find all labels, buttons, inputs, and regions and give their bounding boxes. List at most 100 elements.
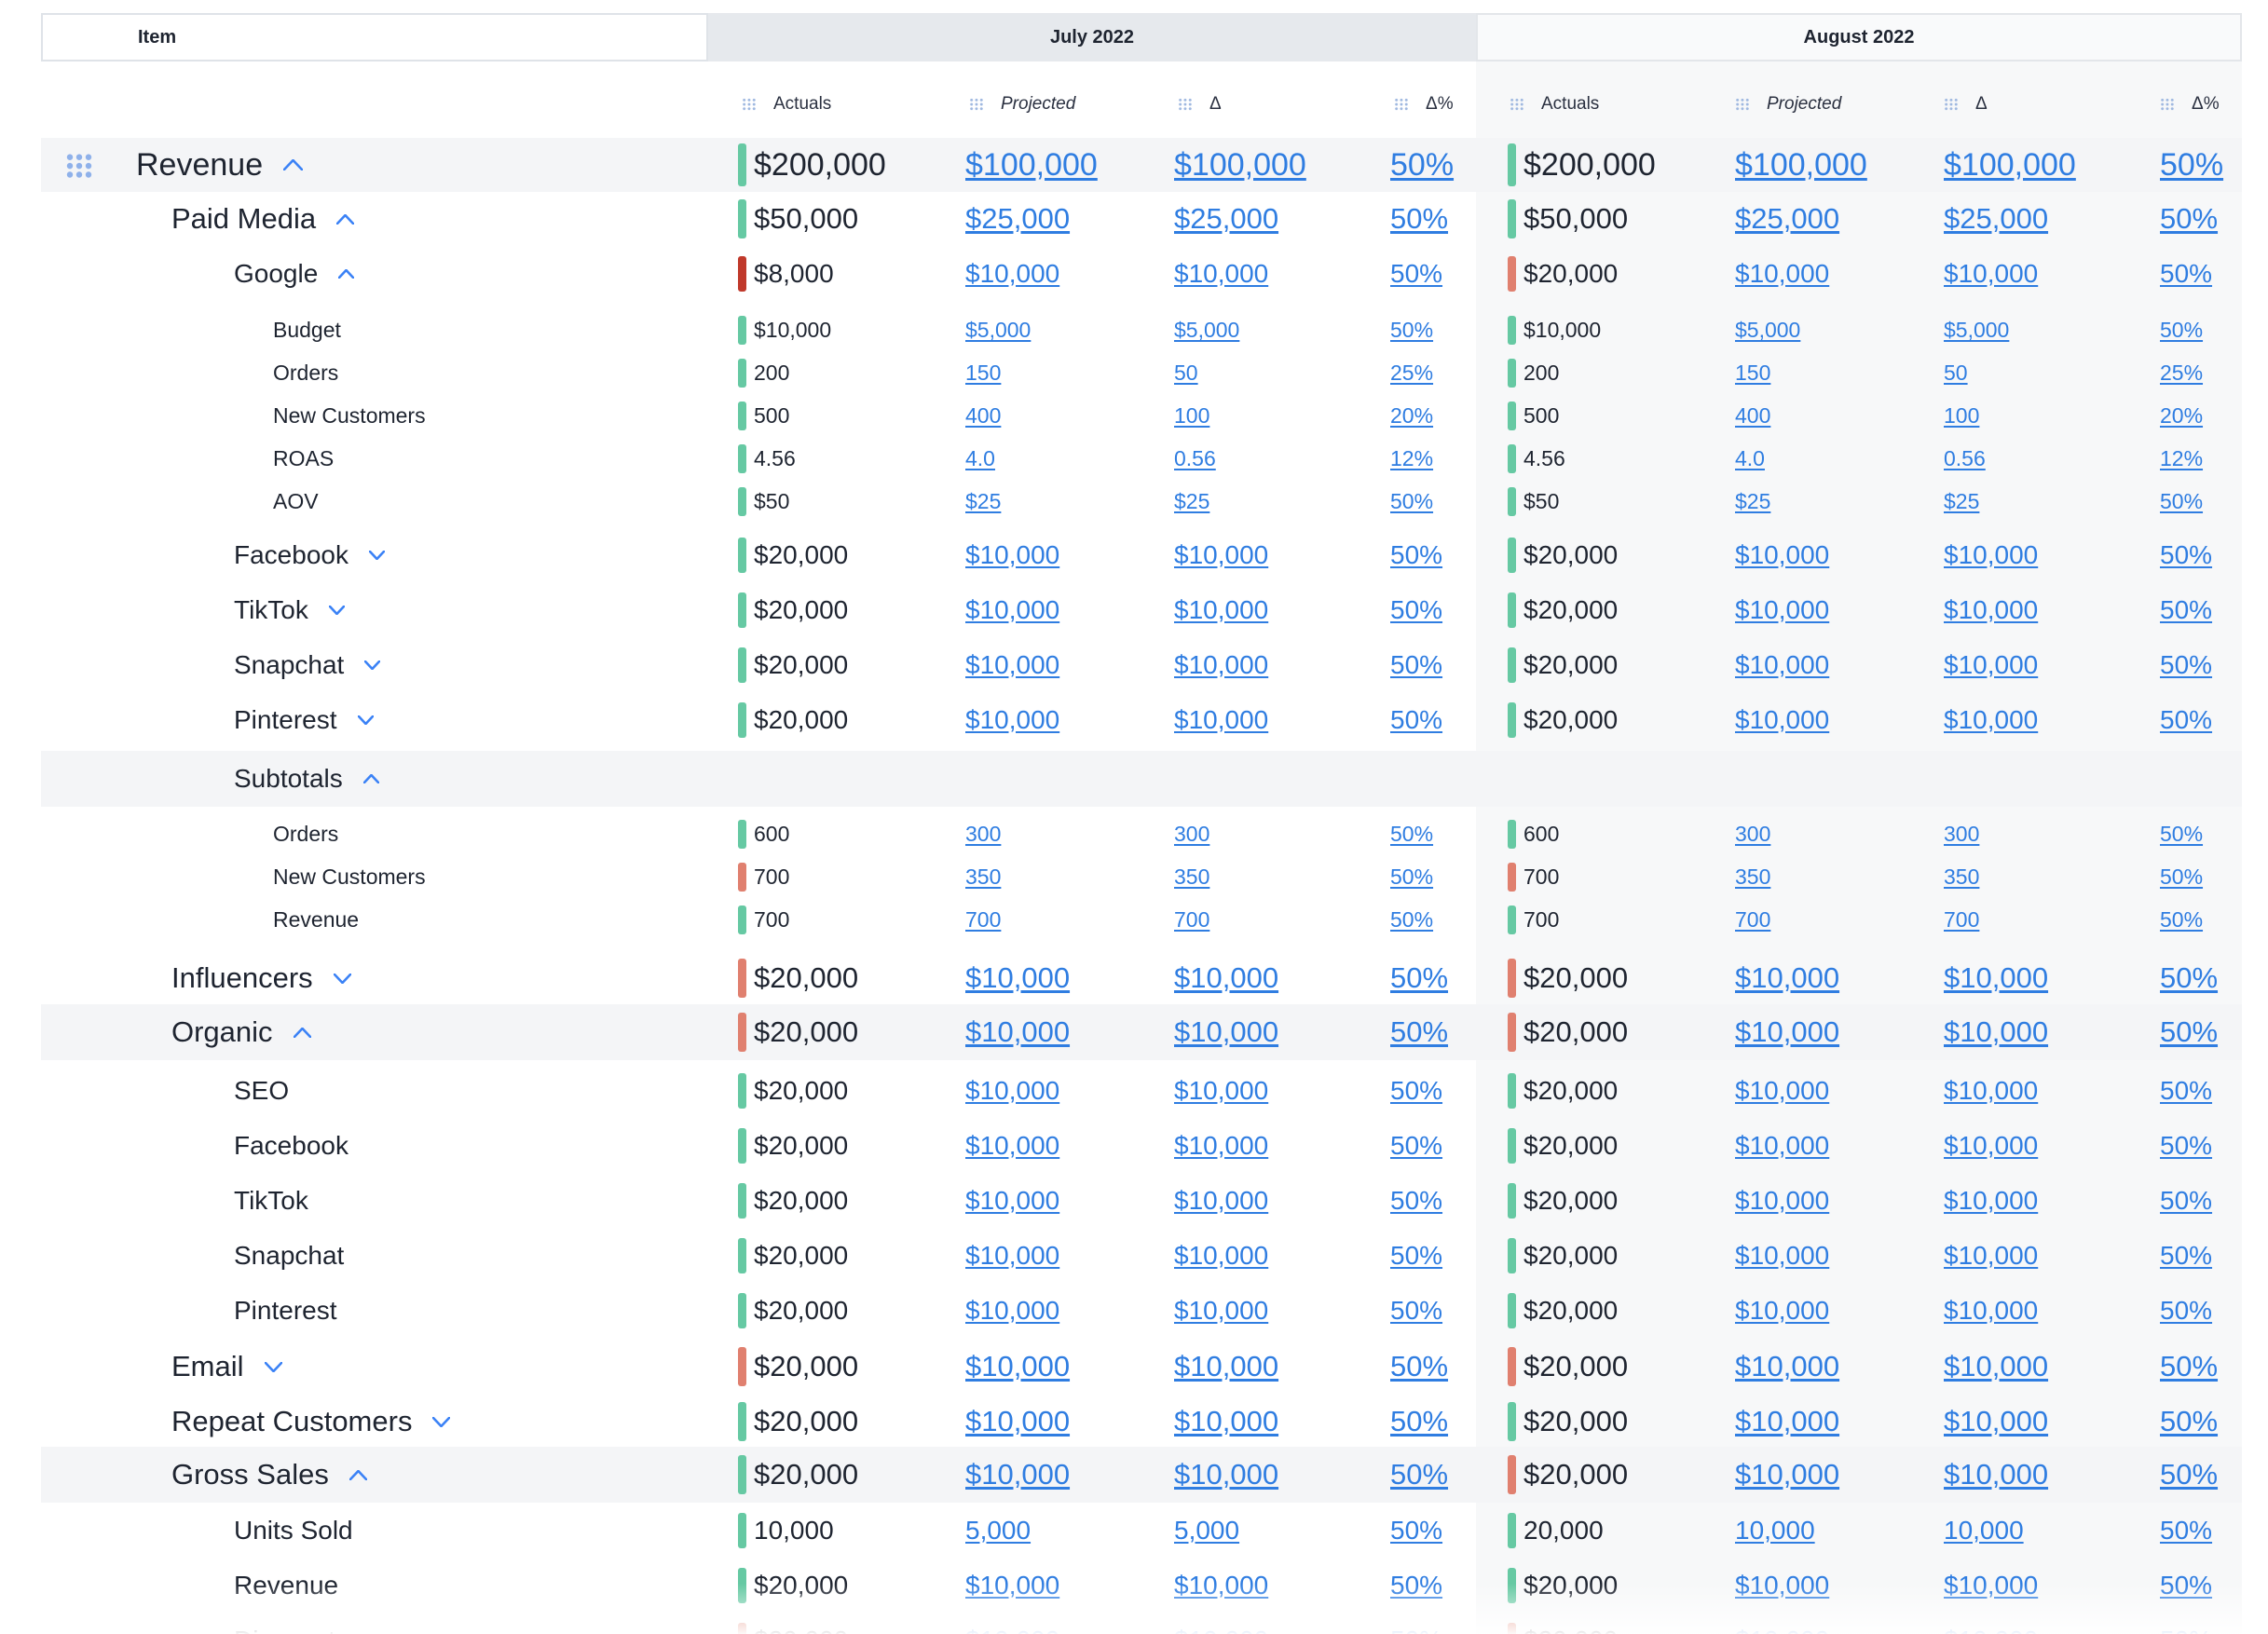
delta-link[interactable]: $10,000 <box>1944 595 2039 624</box>
delta-link[interactable]: 300 <box>1944 821 1980 846</box>
chevron-down-icon[interactable] <box>368 551 385 560</box>
row-label[interactable]: Organic <box>171 1004 311 1060</box>
delta-link[interactable]: $10,000 <box>1174 1458 1279 1491</box>
delta-link[interactable]: $10,000 <box>1944 705 2039 734</box>
delta-link[interactable]: $10,000 <box>1944 650 2039 679</box>
projected-link[interactable]: 4.0 <box>1735 445 1765 470</box>
month-header-august[interactable]: August 2022 <box>1476 13 2242 61</box>
delta-pct-link[interactable]: 50% <box>1390 595 1443 624</box>
delta-link[interactable]: $10,000 <box>1944 1458 2049 1491</box>
delta-link[interactable]: $10,000 <box>1174 540 1269 569</box>
month-header-july[interactable]: July 2022 <box>708 13 1476 61</box>
projected-link[interactable]: 350 <box>1735 864 1771 889</box>
delta-pct-link[interactable]: 20% <box>1390 402 1434 428</box>
projected-link[interactable]: $10,000 <box>965 961 1071 994</box>
delta-pct-link[interactable]: 50% <box>2160 540 2213 569</box>
projected-link[interactable]: $10,000 <box>965 259 1060 288</box>
row-label[interactable]: TikTok <box>234 582 345 638</box>
delta-pct-link[interactable]: 50% <box>2160 259 2213 288</box>
column-header-august-projected[interactable]: Projected <box>1735 89 1841 119</box>
delta-pct-link[interactable]: 50% <box>2160 821 2204 846</box>
delta-link[interactable]: $10,000 <box>1174 1186 1269 1215</box>
column-header-july-projected[interactable]: Projected <box>969 89 1075 119</box>
projected-link[interactable]: 150 <box>1735 360 1771 385</box>
chevron-up-icon[interactable] <box>293 1027 311 1038</box>
projected-link[interactable]: $10,000 <box>1735 1015 1840 1048</box>
drag-handle-icon[interactable] <box>742 98 757 111</box>
drag-handle-icon[interactable] <box>2160 98 2175 111</box>
projected-link[interactable]: 4.0 <box>965 445 995 470</box>
delta-link[interactable]: $10,000 <box>1174 961 1279 994</box>
delta-pct-link[interactable]: 50% <box>2160 650 2213 679</box>
delta-link[interactable]: $10,000 <box>1944 1241 2039 1270</box>
delta-pct-link[interactable]: 50% <box>2160 1131 2213 1160</box>
delta-pct-link[interactable]: 50% <box>1390 864 1434 889</box>
delta-link[interactable]: $25,000 <box>1944 202 2049 235</box>
projected-link[interactable]: $10,000 <box>965 1296 1060 1325</box>
chevron-up-icon[interactable] <box>283 159 304 170</box>
delta-pct-link[interactable]: 50% <box>1390 1516 1443 1545</box>
delta-link[interactable]: $10,000 <box>1944 1076 2039 1105</box>
delta-link[interactable]: 0.56 <box>1944 445 1986 470</box>
delta-link[interactable]: $100,000 <box>1174 146 1306 183</box>
delta-link[interactable]: 700 <box>1174 906 1210 932</box>
delta-pct-link[interactable]: 50% <box>2160 317 2204 342</box>
drag-handle-icon[interactable] <box>1735 98 1750 111</box>
projected-link[interactable]: $5,000 <box>1735 317 1801 342</box>
delta-pct-link[interactable]: 25% <box>2160 360 2204 385</box>
delta-link[interactable]: $10,000 <box>1944 1131 2039 1160</box>
delta-pct-link[interactable]: 50% <box>2160 1015 2219 1048</box>
delta-pct-link[interactable]: 50% <box>2160 1296 2213 1325</box>
delta-pct-link[interactable]: 50% <box>1390 1405 1449 1437</box>
delta-link[interactable]: 100 <box>1944 402 1980 428</box>
projected-link[interactable]: $10,000 <box>965 540 1060 569</box>
delta-link[interactable]: $10,000 <box>1174 650 1269 679</box>
delta-link[interactable]: 300 <box>1174 821 1210 846</box>
row-drag-grip-icon[interactable] <box>65 153 93 179</box>
delta-link[interactable]: $10,000 <box>1174 1241 1269 1270</box>
delta-link[interactable]: 350 <box>1174 864 1210 889</box>
delta-link[interactable]: 350 <box>1944 864 1980 889</box>
drag-handle-icon[interactable] <box>1510 98 1524 111</box>
delta-pct-link[interactable]: 50% <box>1390 259 1443 288</box>
delta-link[interactable]: $25 <box>1174 488 1210 513</box>
delta-link[interactable]: $10,000 <box>1944 961 2049 994</box>
chevron-down-icon[interactable] <box>328 606 345 615</box>
delta-link[interactable]: $10,000 <box>1174 1405 1279 1437</box>
delta-pct-link[interactable]: 50% <box>2160 961 2219 994</box>
delta-pct-link[interactable]: 50% <box>2160 1350 2219 1382</box>
chevron-down-icon[interactable] <box>357 715 374 725</box>
projected-link[interactable]: 300 <box>965 821 1002 846</box>
projected-link[interactable]: $10,000 <box>1735 1241 1830 1270</box>
delta-link[interactable]: $5,000 <box>1944 317 2010 342</box>
projected-link[interactable]: $10,000 <box>965 650 1060 679</box>
delta-pct-link[interactable]: 50% <box>2160 202 2219 235</box>
delta-pct-link[interactable]: 12% <box>1390 445 1434 470</box>
projected-link[interactable]: $10,000 <box>965 1350 1071 1382</box>
projected-link[interactable]: $10,000 <box>1735 1296 1830 1325</box>
delta-link[interactable]: $10,000 <box>1944 1015 2049 1048</box>
column-header-july-delta[interactable]: Δ <box>1178 89 1222 119</box>
row-label[interactable]: Subtotals <box>234 751 379 807</box>
drag-handle-icon[interactable] <box>1944 98 1959 111</box>
delta-link[interactable]: $10,000 <box>1944 1405 2049 1437</box>
delta-link[interactable]: $10,000 <box>1174 1015 1279 1048</box>
delta-pct-link[interactable]: 50% <box>1390 540 1443 569</box>
chevron-down-icon[interactable] <box>432 1416 451 1427</box>
projected-link[interactable]: $10,000 <box>1735 1405 1840 1437</box>
delta-pct-link[interactable]: 50% <box>2160 1241 2213 1270</box>
row-label[interactable]: Facebook <box>234 527 385 583</box>
projected-link[interactable]: $10,000 <box>1735 650 1830 679</box>
projected-link[interactable]: $10,000 <box>1735 1350 1840 1382</box>
delta-pct-link[interactable]: 50% <box>1390 961 1449 994</box>
delta-link[interactable]: $25,000 <box>1174 202 1279 235</box>
delta-pct-link[interactable]: 50% <box>1390 202 1449 235</box>
delta-link[interactable]: $10,000 <box>1944 1186 2039 1215</box>
column-header-july-delta-pct[interactable]: Δ% <box>1394 89 1454 119</box>
delta-link[interactable]: $10,000 <box>1174 595 1269 624</box>
delta-pct-link[interactable]: 50% <box>2160 595 2213 624</box>
delta-pct-link[interactable]: 50% <box>1390 821 1434 846</box>
projected-link[interactable]: $10,000 <box>965 1458 1071 1491</box>
delta-pct-link[interactable]: 50% <box>2160 705 2213 734</box>
column-header-august-actuals[interactable]: Actuals <box>1510 89 1599 119</box>
